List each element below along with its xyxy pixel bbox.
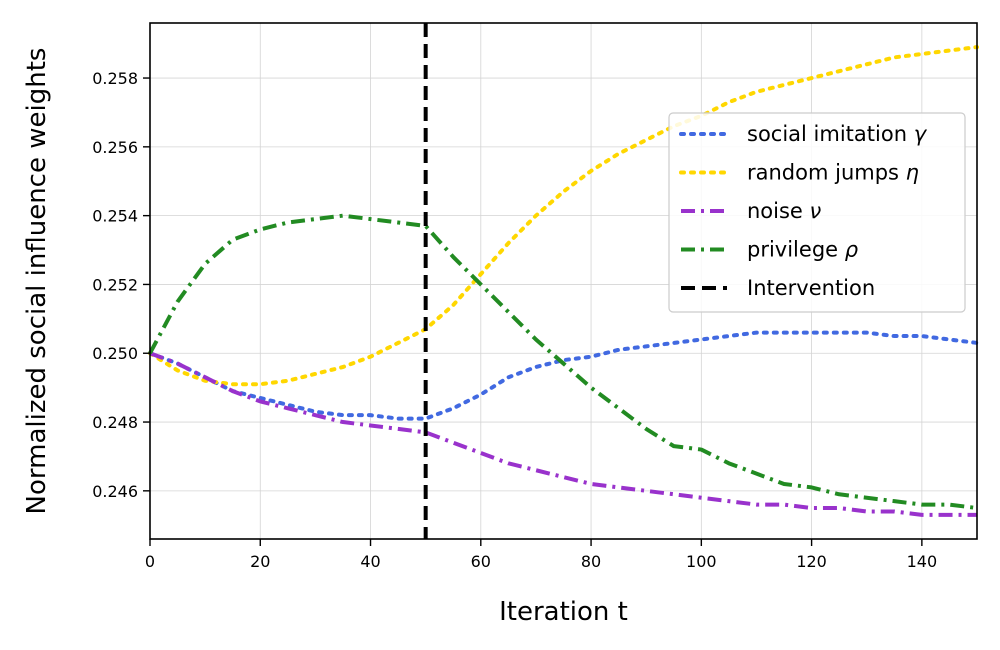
series-line-social-imitation — [148, 330, 979, 421]
y-axis-label: Normalized social influence weights — [22, 48, 52, 515]
x-tick-label-0: 0 — [145, 552, 155, 571]
plot-frame — [149, 22, 978, 540]
legend-label-Intervention: Intervention — [747, 276, 875, 300]
y-tick-label-4: 0.254 — [92, 207, 138, 226]
legend-name-social-imitation: social imitation — [747, 122, 907, 146]
legend-symbol-noise: ν — [803, 199, 822, 223]
x-tick-label-5: 100 — [686, 552, 717, 571]
y-tick-label-6: 0.258 — [92, 69, 138, 88]
y-tick-label-3: 0.252 — [92, 275, 138, 294]
legend-label-privilege: privilege ρ — [747, 238, 859, 262]
y-tick-label-2: 0.250 — [92, 344, 138, 363]
legend-label-noise: noise ν — [747, 199, 822, 223]
series-line-noise — [149, 351, 977, 517]
legend-box — [668, 112, 966, 313]
legend-symbol-social-imitation: γ — [907, 122, 928, 146]
x-tick-label-1: 20 — [250, 552, 270, 571]
legend-label-random-jumps: random jumps η — [747, 161, 919, 185]
y-tick-label-0: 0.246 — [92, 482, 138, 501]
legend-symbol-random-jumps: η — [899, 161, 919, 185]
x-tick-label-3: 60 — [471, 552, 491, 571]
axis-ticks: 0 20 40 60 80 100 120 140 0.246 0.248 0.250 0.252 0.… — [92, 69, 937, 571]
x-axis-label: Iteration t — [499, 597, 628, 627]
series-line-random-jumps — [148, 45, 979, 387]
legend-name-noise: noise — [747, 199, 803, 223]
legend-name-privilege: privilege — [747, 238, 838, 262]
x-tick-label-4: 80 — [581, 552, 601, 571]
y-tick-label-5: 0.256 — [92, 138, 138, 157]
x-tick-label-6: 120 — [796, 552, 827, 571]
series-lines — [148, 45, 979, 517]
legend-name-Intervention: Intervention — [747, 276, 875, 300]
y-tick-label-1: 0.248 — [92, 413, 138, 432]
legend-symbol-privilege: ρ — [838, 238, 859, 262]
legend-label-social-imitation: social imitation γ — [747, 122, 928, 146]
series-line-privilege — [148, 213, 978, 511]
x-tick-label-7: 140 — [907, 552, 938, 571]
legend-name-random-jumps: random jumps — [747, 161, 899, 185]
x-tick-label-2: 40 — [360, 552, 380, 571]
